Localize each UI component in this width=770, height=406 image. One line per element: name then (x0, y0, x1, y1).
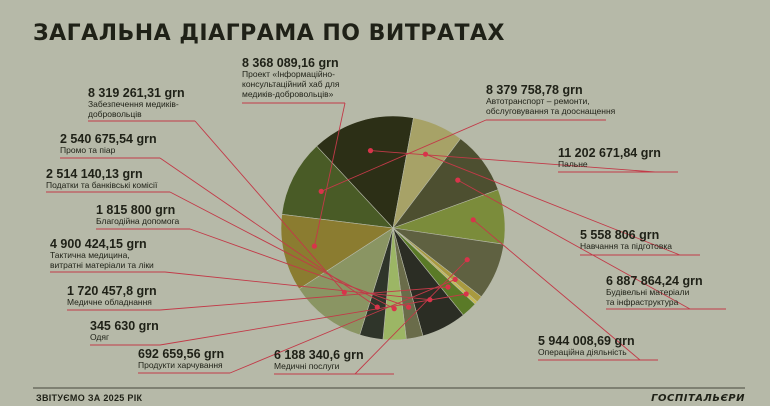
slice-value-label: 5 558 806 grn (580, 228, 659, 242)
slice-value-label: 8 368 089,16 grn (242, 56, 339, 70)
slice-category-label: Медичні послуги (274, 361, 340, 371)
slice-category-label: Проект «Інформаційно- (242, 69, 335, 79)
slice-category-label: та інфраструктура (606, 297, 679, 307)
slice-dot (455, 177, 461, 183)
slice-dot (452, 276, 458, 282)
slice-value-label: 11 202 671,84 grn (558, 146, 661, 160)
slice-dot (311, 243, 317, 249)
chart-title: ЗАГАЛЬНА ДІАГРАМА ПО ВИТРАТАХ (33, 21, 505, 46)
slice-category-label: Податки та банківські комісії (46, 180, 158, 190)
leader-line (472, 219, 641, 361)
slice-value-label: 4 900 424,15 grn (50, 237, 147, 251)
slice-category-label: Операційна діяльність (538, 347, 627, 357)
slice-value-label: 1 720 457,8 grn (67, 284, 157, 298)
pie-slice (281, 145, 394, 229)
slice-value-label: 5 944 008,69 grn (538, 334, 635, 348)
slice-value-label: 2 514 140,13 grn (46, 167, 143, 181)
slice-value-label: 6 887 864,24 grn (606, 274, 703, 288)
slice-category-label: Промо та піар (60, 145, 116, 155)
slice-dot (464, 257, 470, 263)
slice-category-label: Забезпечення медиків- (88, 99, 179, 109)
leader-line (189, 228, 409, 308)
slice-category-label: Навчання та підготовка (580, 241, 672, 251)
slice-category-label: консультаційний хаб для (242, 79, 340, 89)
footer-logo: ГОСПІТАЛЬЄРИ (651, 393, 745, 404)
slice-value-label: 8 379 758,78 grn (486, 83, 583, 97)
slice-category-label: обслуговування та дооснащення (486, 106, 616, 116)
slice-dot (341, 289, 347, 295)
slice-dot (406, 304, 412, 310)
leader-line (194, 120, 345, 293)
slice-category-label: добровольців (88, 109, 142, 119)
leader-line (425, 153, 681, 256)
slice-dot (445, 284, 451, 290)
slice-category-label: Пальне (558, 159, 588, 169)
slice-category-label: Будівельні матеріали (606, 287, 690, 297)
slice-dot (367, 148, 374, 154)
leader-line (229, 278, 456, 374)
pie-chart (280, 115, 506, 341)
slice-value-label: 345 630 grn (90, 319, 159, 333)
slice-dot (391, 306, 397, 312)
slice-category-label: Продукти харчування (138, 360, 223, 370)
leader-lines (46, 102, 726, 375)
slice-dot (422, 151, 429, 157)
leader-line (159, 157, 378, 308)
slice-dot (374, 304, 380, 310)
footer-left: ЗВІТУЄМО ЗА 2025 РІК (36, 393, 142, 403)
slice-value-label: 6 188 340,6 grn (274, 348, 364, 362)
pie-slice (280, 214, 394, 290)
slice-value-label: 1 815 800 grn (96, 203, 175, 217)
leader-line (457, 179, 691, 310)
leader-line (354, 259, 468, 375)
leader-line (321, 119, 487, 192)
slice-category-label: Одяг (90, 332, 109, 342)
slice-value-label: 692 659,56 grn (138, 347, 224, 361)
slice-dot (318, 188, 324, 194)
slice-value-label: 8 319 261,31 grn (88, 86, 185, 100)
leader-line (370, 150, 656, 173)
slice-dot (463, 291, 469, 297)
slice-category-label: Медичне обладнання (67, 297, 152, 307)
slice-category-label: медиків-добровольців» (242, 89, 334, 99)
leader-line (159, 286, 449, 311)
leader-line (313, 102, 346, 247)
slice-category-label: Тактична медицина, (50, 250, 130, 260)
leader-line (169, 191, 395, 309)
slice-category-label: Благодійна допомога (96, 216, 180, 226)
slice-dot (427, 297, 433, 303)
slice-category-label: Автотранспорт – ремонти, (486, 96, 590, 106)
slice-category-label: витратні матеріали та ліки (50, 260, 154, 270)
slice-value-label: 2 540 675,54 grn (60, 132, 157, 146)
leader-line (159, 293, 467, 346)
leader-line (164, 271, 430, 301)
slice-dot (470, 217, 476, 223)
